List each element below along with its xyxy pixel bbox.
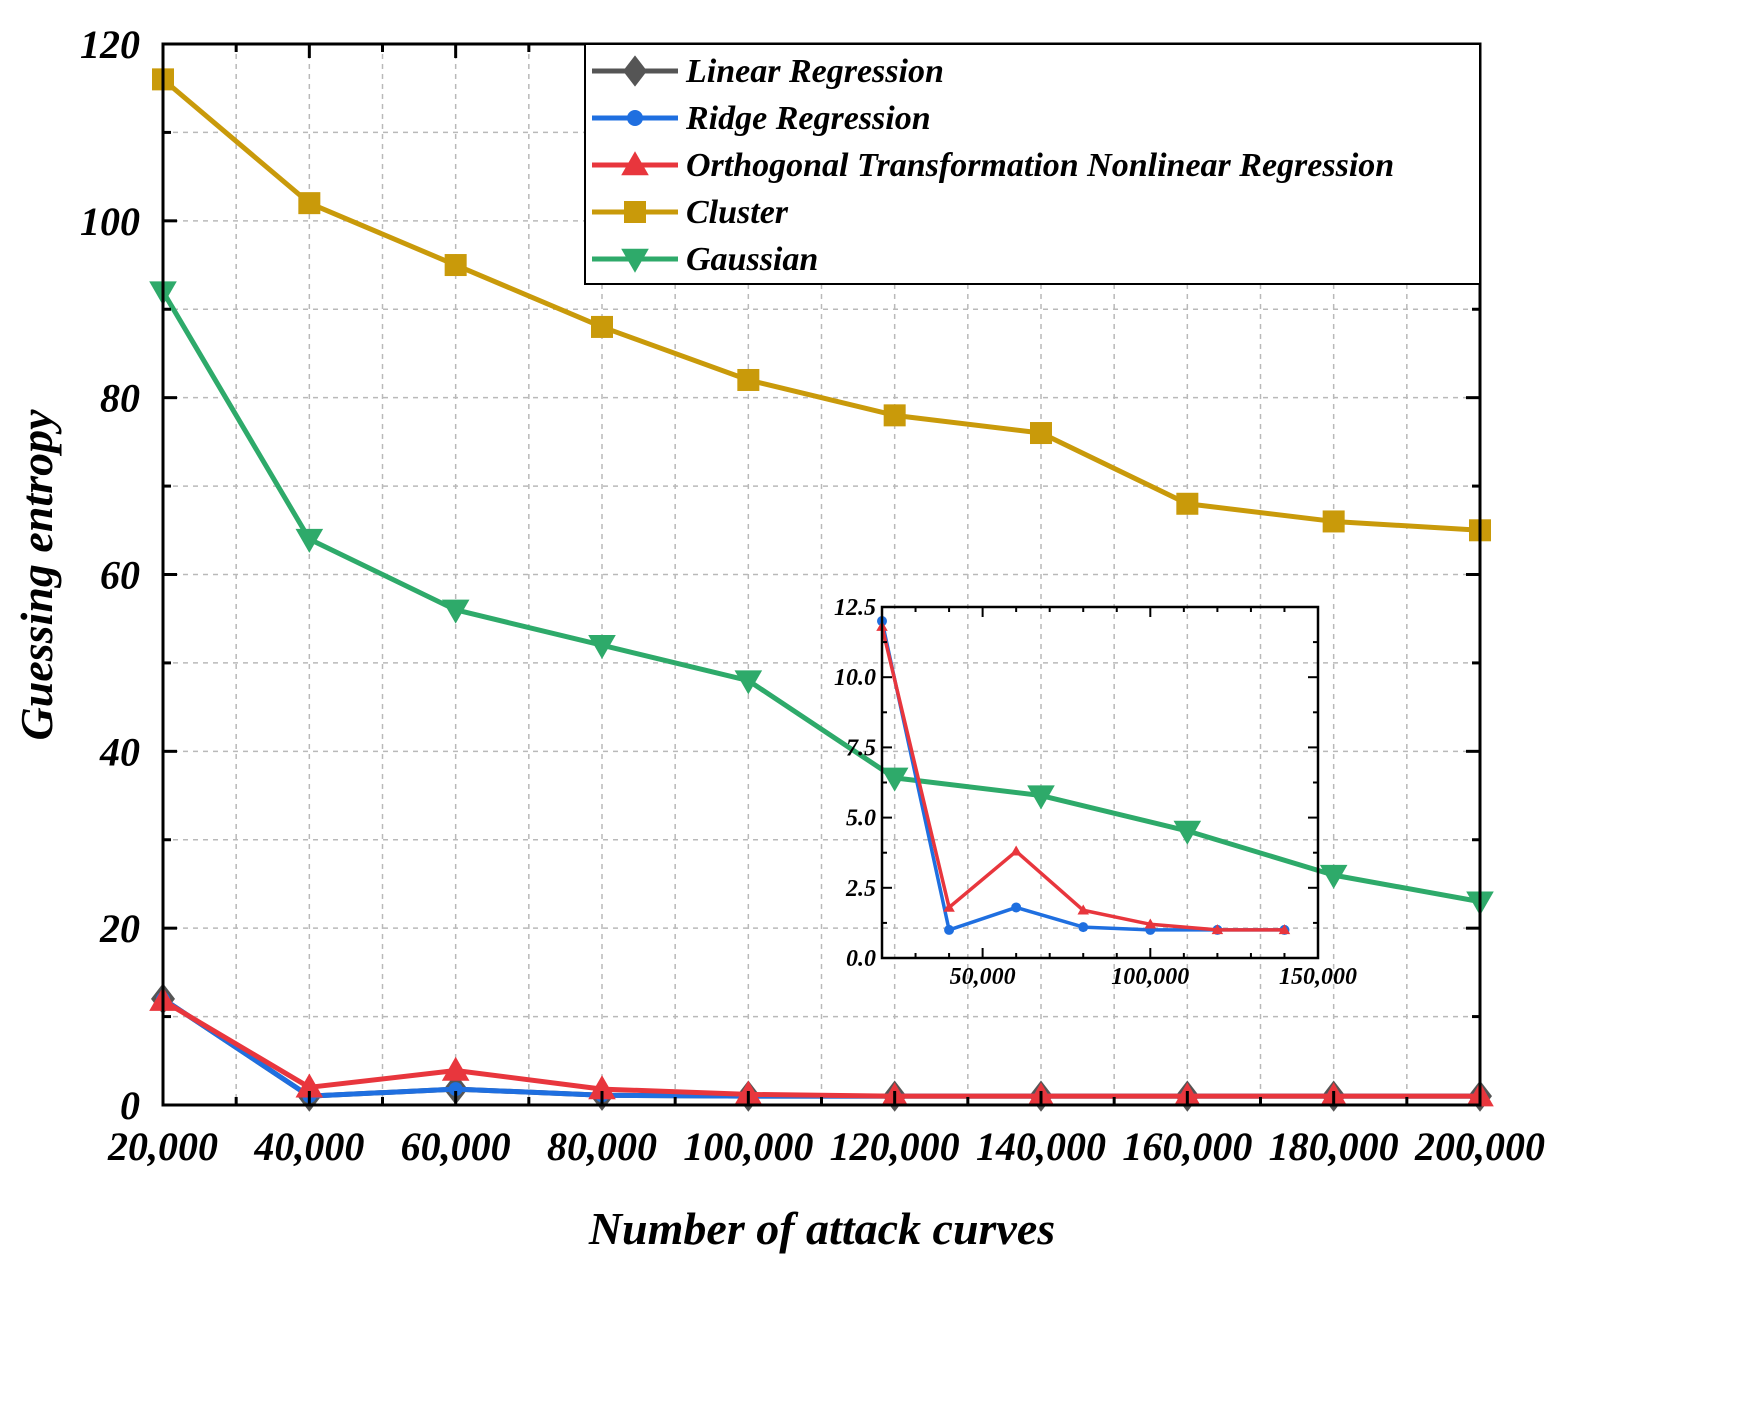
y-tick-label: 120 [80,22,140,67]
legend-item-cluster: Cluster [592,194,789,231]
data-point-orthogonal-transformation-nonlinear-regression [588,1075,616,1100]
inset-x-tick-label: 100,000 [1111,964,1189,990]
legend-swatch-marker [621,151,649,176]
x-tick-label: 200,000 [1414,1124,1545,1169]
y-tick-label: 20 [99,906,140,951]
x-tick-label: 120,000 [830,1124,960,1169]
inset-y-tick-label: 5.0 [846,806,876,832]
legend-label: Linear Regression [685,53,944,90]
data-point-cluster [298,192,321,215]
x-tick-label: 40,000 [253,1124,364,1169]
data-point-gaussian [441,599,470,624]
inset-y-tick-label: 12.5 [834,595,876,621]
x-tick-label: 20,000 [107,1124,218,1169]
legend-label: Gaussian [686,241,818,278]
series-line-orthogonal-transformation-nonlinear-regression [161,998,1480,1099]
y-tick-label: 40 [99,729,140,774]
legend-swatch-marker [623,55,647,87]
inset-y-tick-label: 10.0 [834,665,876,691]
inset-point-orthogonal-transformation-nonlinear-regression [943,901,955,912]
y-tick-label: 100 [80,199,140,244]
inset-point-orthogonal-transformation-nonlinear-regression [1077,904,1089,915]
data-point-gaussian [734,670,763,695]
inset-point-ridge-regression [1011,902,1022,913]
x-tick-label: 140,000 [976,1124,1106,1169]
x-tick-label: 60,000 [401,1124,511,1169]
y-axis-title: Guessing entropy [11,409,62,741]
inset-x-tick-label: 50,000 [950,964,1016,990]
data-point-gaussian [1027,785,1055,810]
legend-swatch-marker [627,110,643,126]
legend-item-gaussian: Gaussian [592,241,818,278]
x-tick-label: 180,000 [1269,1124,1399,1169]
data-point-ridge-regression [448,1082,463,1097]
inset-point-orthogonal-transformation-nonlinear-regression [1144,918,1157,929]
inset-y-tick-label: 2.5 [845,876,876,902]
data-point-cluster [1030,422,1052,445]
data-point-gaussian [1319,864,1348,889]
y-tick-label: 60 [100,553,140,598]
data-point-cluster [1176,492,1199,515]
inset-point-orthogonal-transformation-nonlinear-regression [1211,924,1224,935]
data-point-gaussian [295,528,324,553]
inset-point-ridge-regression [1078,922,1089,933]
y-tick-label: 0 [120,1083,140,1128]
data-point-gaussian [588,635,616,660]
inset-y-tick-label: 0.0 [846,946,876,972]
data-point-orthogonal-transformation-nonlinear-regression [441,1056,470,1081]
inset-x-tick-label: 150,000 [1279,964,1357,990]
legend-item-ridge-regression: Ridge Regression [592,100,931,137]
legend-label: Cluster [686,194,789,231]
legend-item-orthogonal-transformation-nonlinear-regression: Orthogonal Transformation Nonlinear Regr… [592,147,1394,184]
data-point-cluster [737,368,760,391]
data-point-orthogonal-transformation-nonlinear-regression [295,1073,324,1098]
legend-swatch-marker [624,201,646,223]
legend-label: Orthogonal Transformation Nonlinear Regr… [686,147,1394,184]
series-line-cluster [161,77,1481,533]
data-point-cluster [444,254,467,277]
legend: Linear Regression Ridge Regression Orthogo… [584,43,1481,285]
inset-y-tick-label: 7.5 [846,735,876,761]
x-tick-label: 100,000 [683,1124,813,1169]
legend-box [584,43,1481,285]
legend-label: Ridge Regression [685,100,931,137]
legend-swatch-marker [621,248,649,273]
x-axis-title: Number of attack curves [588,1203,1055,1254]
inset-point-orthogonal-transformation-nonlinear-regression [1278,924,1291,935]
x-tick-label: 160,000 [1122,1124,1252,1169]
inset-series-orthogonal-transformation-nonlinear-regression [876,620,1291,935]
data-point-gaussian [880,767,909,792]
data-point-cluster [1322,510,1345,533]
inset-point-orthogonal-transformation-nonlinear-regression [1010,845,1022,856]
data-point-gaussian [1173,820,1202,845]
y-tick-label: 80 [100,376,140,421]
series-line-gaussian [160,290,1481,905]
x-tick-label: 80,000 [547,1124,657,1169]
inset-point-ridge-regression [944,924,955,935]
series-gaussian [149,281,1494,916]
data-point-cluster [883,404,906,427]
legend-item-linear-regression: Linear Regression [592,53,944,90]
inset-chart: 50,000 100,000 150,000 0.0 2.5 5.0 7.5 10.0 12.5 [834,595,1357,990]
data-point-cluster [591,315,613,338]
